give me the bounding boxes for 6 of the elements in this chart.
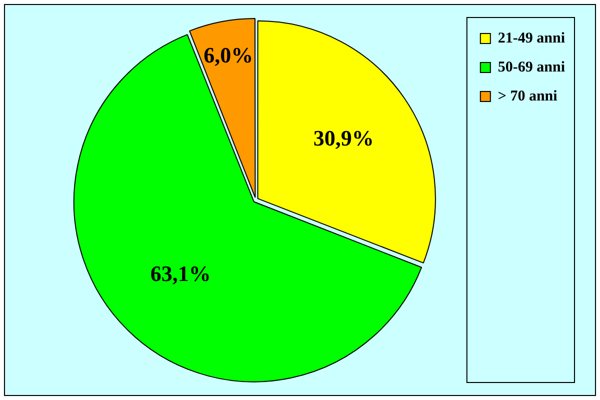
- data-label: 6,0%: [204, 42, 254, 68]
- legend-label: 21-49 anni: [498, 30, 566, 46]
- legend-label: 50-69 anni: [498, 59, 566, 76]
- legend-label: > 70 anni: [498, 88, 558, 104]
- data-label: 63,1%: [150, 261, 211, 286]
- data-label: 30,9%: [313, 126, 374, 151]
